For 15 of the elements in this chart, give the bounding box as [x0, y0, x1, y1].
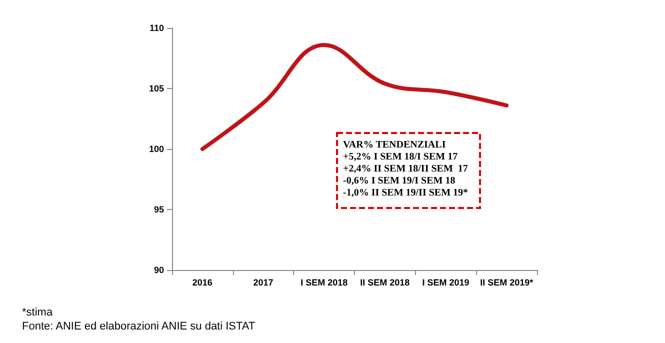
- y-tick-label: 95: [154, 204, 164, 214]
- annotation: VAR% TENDENZIALI +5,2% I SEM 18/I SEM 17 +2,4% II SEM 18/II SEM 17 -0,6% I SEM 19/I SEM 18 -1,0% II SEM 19/II SEM 19*: [343, 140, 468, 198]
- x-tick-label: 2017: [253, 278, 274, 288]
- line-series: [200, 42, 509, 151]
- y-tick-label: 105: [148, 84, 164, 94]
- source-note: Fonte: ANIE ed elaborazioni ANIE su dati ISTAT: [22, 320, 256, 332]
- text: *stima: [22, 306, 54, 318]
- x-tick-label: II SEM 2018: [360, 278, 410, 288]
- x-tick-label: II SEM 2019*: [480, 278, 534, 288]
- y-tick-label: 100: [148, 144, 164, 154]
- y-tick-label: 110: [149, 23, 164, 33]
- x-tick-label: I SEM 2018: [300, 278, 348, 288]
- y-tick-label: 90: [154, 265, 164, 275]
- x-tick-label: 2016: [192, 278, 212, 288]
- x-tick-label: I SEM 2019: [422, 278, 470, 288]
